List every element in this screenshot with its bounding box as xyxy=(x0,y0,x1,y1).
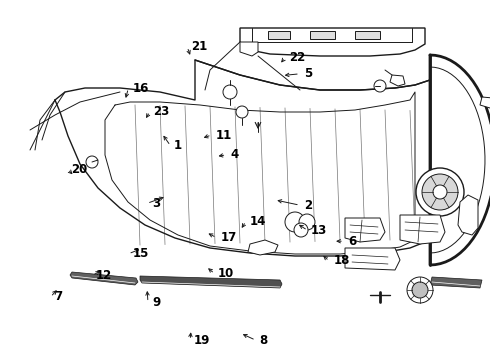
Text: 23: 23 xyxy=(153,105,170,118)
Polygon shape xyxy=(268,31,290,39)
Text: 13: 13 xyxy=(311,224,327,237)
Circle shape xyxy=(236,106,248,118)
Text: 19: 19 xyxy=(194,334,210,347)
Polygon shape xyxy=(310,31,335,39)
Polygon shape xyxy=(400,215,445,244)
Polygon shape xyxy=(240,42,258,56)
Polygon shape xyxy=(480,97,490,108)
Polygon shape xyxy=(430,277,482,288)
Text: 16: 16 xyxy=(132,82,148,95)
Polygon shape xyxy=(345,218,385,242)
Text: 12: 12 xyxy=(96,269,112,282)
Text: 14: 14 xyxy=(250,215,266,228)
Polygon shape xyxy=(458,195,478,235)
Text: 17: 17 xyxy=(220,231,237,244)
Circle shape xyxy=(86,156,98,168)
Text: 7: 7 xyxy=(54,291,62,303)
Circle shape xyxy=(412,282,428,298)
Text: 5: 5 xyxy=(304,67,312,80)
Text: 10: 10 xyxy=(218,267,234,280)
Polygon shape xyxy=(345,248,400,270)
Polygon shape xyxy=(390,75,405,86)
Circle shape xyxy=(433,185,447,199)
Text: 4: 4 xyxy=(230,148,239,161)
Circle shape xyxy=(223,85,237,99)
Circle shape xyxy=(285,212,305,232)
Polygon shape xyxy=(240,28,425,56)
Text: 6: 6 xyxy=(348,235,356,248)
Text: 18: 18 xyxy=(333,255,349,267)
Circle shape xyxy=(422,174,458,210)
Text: 11: 11 xyxy=(216,129,232,141)
Circle shape xyxy=(416,168,464,216)
Text: 2: 2 xyxy=(304,199,312,212)
Text: 15: 15 xyxy=(132,247,148,260)
Text: 3: 3 xyxy=(152,197,160,210)
Circle shape xyxy=(407,277,433,303)
Polygon shape xyxy=(355,31,380,39)
Polygon shape xyxy=(140,276,282,288)
Text: 1: 1 xyxy=(174,139,182,152)
Polygon shape xyxy=(70,272,138,285)
Text: 20: 20 xyxy=(71,163,87,176)
Circle shape xyxy=(374,80,386,92)
Text: 22: 22 xyxy=(289,51,305,64)
Text: 9: 9 xyxy=(152,296,160,309)
Polygon shape xyxy=(248,240,278,255)
Text: 21: 21 xyxy=(191,40,207,53)
Circle shape xyxy=(299,214,315,230)
Circle shape xyxy=(294,223,308,237)
Text: 8: 8 xyxy=(260,334,268,347)
